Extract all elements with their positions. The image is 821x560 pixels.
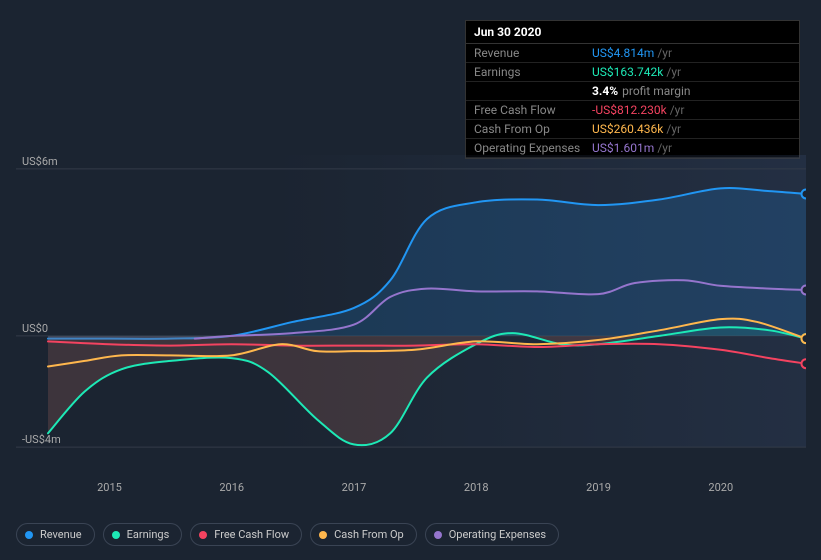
tooltip-row-value: US$260.436k <box>592 122 663 136</box>
legend-label: Free Cash Flow <box>214 528 289 541</box>
tooltip-row: Free Cash Flow-US$812.230k/yr <box>466 101 799 120</box>
tooltip-profit-margin-text: profit margin <box>622 84 690 98</box>
legend-item[interactable]: Cash From Op <box>310 523 417 546</box>
tooltip-row: Cash From OpUS$260.436k/yr <box>466 120 799 139</box>
legend-label: Operating Expenses <box>449 528 546 541</box>
tooltip-row-suffix: /yr <box>657 141 672 155</box>
legend-label: Earnings <box>127 528 170 541</box>
tooltip-row-label: Operating Expenses <box>474 141 592 155</box>
chart-svg <box>16 155 806 475</box>
legend-label: Cash From Op <box>334 528 404 541</box>
legend-item[interactable]: Free Cash Flow <box>190 523 302 546</box>
legend-item[interactable]: Earnings <box>103 523 183 546</box>
tooltip-row-label: Free Cash Flow <box>474 103 592 117</box>
tooltip-profit-margin-pct: 3.4% <box>592 84 618 98</box>
x-axis-label: 2019 <box>586 481 611 494</box>
tooltip-row-label: Cash From Op <box>474 122 592 136</box>
legend-dot-icon <box>319 531 327 539</box>
tooltip-row-suffix: /yr <box>670 103 685 117</box>
legend-item[interactable]: Operating Expenses <box>425 523 559 546</box>
x-axis-label: 2020 <box>708 481 733 494</box>
x-axis-label: 2015 <box>97 481 122 494</box>
tooltip-row-value: US$4.814m <box>592 46 654 60</box>
tooltip-row-suffix: /yr <box>666 65 681 79</box>
tooltip-row-label <box>474 84 592 98</box>
legend-label: Revenue <box>40 528 82 541</box>
tooltip-row-value: US$163.742k <box>592 65 663 79</box>
legend-item[interactable]: Revenue <box>16 523 95 546</box>
tooltip-row: RevenueUS$4.814m/yr <box>466 44 799 63</box>
x-axis-label: 2017 <box>342 481 367 494</box>
chart-tooltip: Jun 30 2020 RevenueUS$4.814m/yrEarningsU… <box>465 20 800 159</box>
y-axis-label: -US$4m <box>22 433 61 446</box>
tooltip-row-suffix: /yr <box>666 122 681 136</box>
y-axis-label: US$6m <box>22 155 58 168</box>
tooltip-row: 3.4% profit margin <box>466 82 799 101</box>
financials-chart: US$6m US$0 -US$4m 2015 2016 2017 2018 2019 2020 <box>16 155 806 505</box>
tooltip-row-label: Revenue <box>474 46 592 60</box>
tooltip-row-value: -US$812.230k <box>592 103 667 117</box>
tooltip-row-value: US$1.601m <box>592 141 654 155</box>
tooltip-row-suffix: /yr <box>657 46 672 60</box>
tooltip-date: Jun 30 2020 <box>466 21 799 44</box>
x-axis-label: 2018 <box>464 481 489 494</box>
y-axis-label: US$0 <box>22 322 48 335</box>
tooltip-row-label: Earnings <box>474 65 592 79</box>
tooltip-row: EarningsUS$163.742k/yr <box>466 63 799 82</box>
legend-dot-icon <box>25 531 33 539</box>
legend-dot-icon <box>199 531 207 539</box>
legend-dot-icon <box>112 531 120 539</box>
legend-dot-icon <box>434 531 442 539</box>
x-axis-label: 2016 <box>219 481 244 494</box>
chart-legend: Revenue Earnings Free Cash Flow Cash From O… <box>16 523 559 546</box>
